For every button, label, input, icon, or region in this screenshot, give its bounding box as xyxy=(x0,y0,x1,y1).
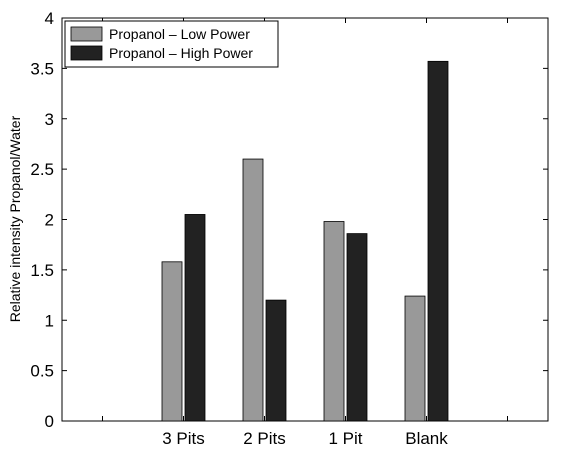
y-tick-label: 1 xyxy=(45,311,54,330)
x-tick-label: 2 Pits xyxy=(243,429,286,448)
y-axis-label: Relative intensity Propanol/Water xyxy=(7,115,23,322)
y-tick-label: 0.5 xyxy=(30,362,54,381)
bar-low-power xyxy=(161,261,183,422)
y-tick-label: 3 xyxy=(45,110,54,129)
bar-high-power xyxy=(346,233,368,422)
y-tick-label: 2.5 xyxy=(30,160,54,179)
legend-swatch-high-power xyxy=(70,45,103,61)
x-tick-label: Blank xyxy=(405,429,448,448)
y-tick-label: 3.5 xyxy=(30,59,54,78)
y-tick-label: 4 xyxy=(45,9,54,28)
x-tick-label: 1 Pit xyxy=(328,429,362,448)
x-tick-label: 3 Pits xyxy=(162,429,205,448)
legend: Propanol – Low Power Propanol – High Pow… xyxy=(64,20,279,68)
bars xyxy=(161,60,449,422)
bar-high-power xyxy=(184,214,206,422)
bar-low-power xyxy=(323,221,345,422)
legend-swatch-low-power xyxy=(70,26,103,42)
y-tick-label: 2 xyxy=(45,211,54,230)
y-axis: 0 0.5 1 1.5 2 2.5 3 3.5 4 xyxy=(30,9,548,431)
plot-area xyxy=(61,17,549,422)
legend-label-low-power: Propanol – Low Power xyxy=(109,26,250,42)
y-tick-label: 0 xyxy=(45,412,54,431)
bar-low-power xyxy=(404,295,426,422)
bar-low-power xyxy=(242,158,264,422)
y-tick-label: 1.5 xyxy=(30,261,54,280)
legend-label-high-power: Propanol – High Power xyxy=(109,45,253,61)
x-axis: 3 Pits 2 Pits 1 Pit Blank xyxy=(102,18,508,448)
bar-high-power xyxy=(265,299,287,422)
bar-high-power xyxy=(427,60,449,422)
